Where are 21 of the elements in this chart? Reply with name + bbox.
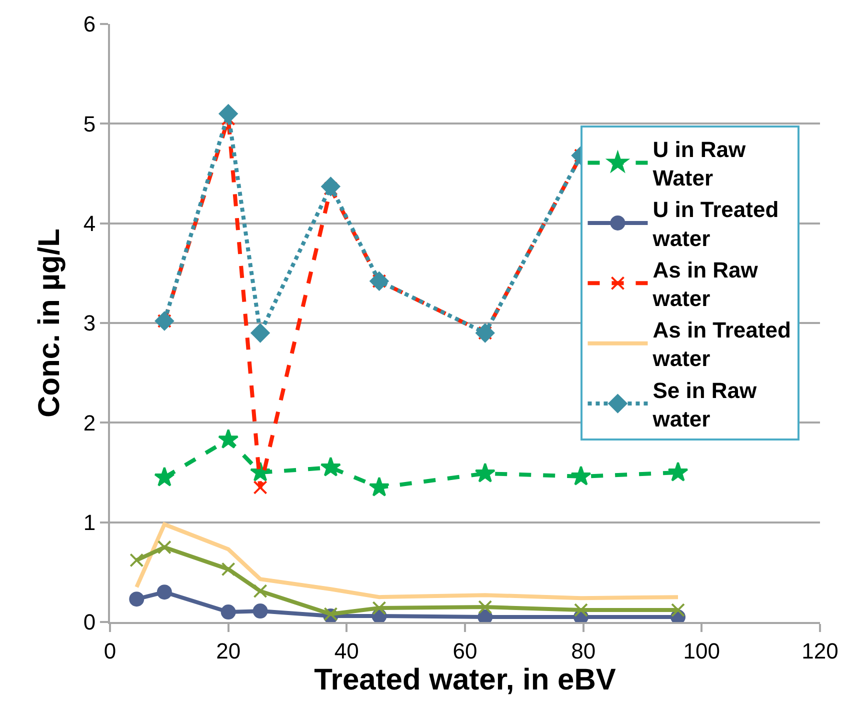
- legend-label: As in Raw water: [652, 257, 759, 312]
- legend-label: As in Treated water: [652, 318, 791, 372]
- x-tick-label: 120: [802, 638, 838, 664]
- y-tick-label: 0: [83, 610, 96, 635]
- y-tick-label: 5: [83, 111, 96, 136]
- x-tick-label: 0: [104, 638, 116, 664]
- x-tick-label: 60: [452, 638, 478, 664]
- legend-label: Se in Raw water: [652, 378, 758, 432]
- y-tick-label: 6: [83, 12, 96, 37]
- legend-label: U in Raw Water: [652, 137, 747, 191]
- x-tick-label: 80: [571, 638, 596, 664]
- y-tick-label: 3: [83, 310, 96, 336]
- legend-label: U in Treated water: [652, 197, 779, 251]
- y-tick-label: 2: [83, 410, 96, 436]
- y-axis-title: Conc. in µg/L: [32, 228, 66, 418]
- x-tick-label: 40: [334, 638, 359, 664]
- y-tick-label: 4: [83, 211, 96, 236]
- y-tick-label: 1: [83, 510, 96, 536]
- x-tick-label: 100: [683, 638, 720, 664]
- x-tick-label: 20: [216, 638, 241, 664]
- x-axis-title: Treated water, in eBV: [314, 663, 616, 696]
